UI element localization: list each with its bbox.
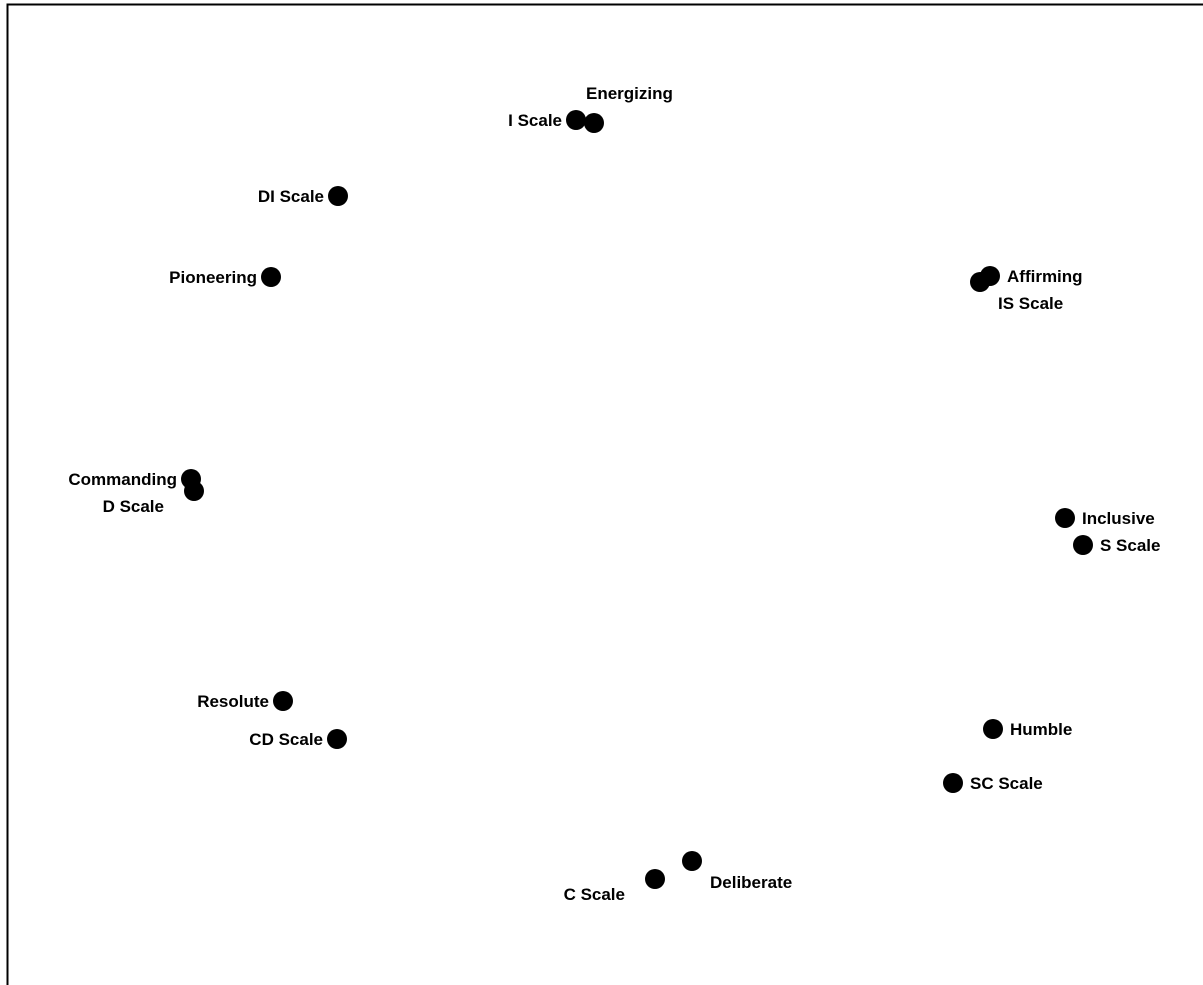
points-layer xyxy=(181,110,1093,889)
label-inclusive: Inclusive xyxy=(1082,509,1155,528)
point-inclusive xyxy=(1055,508,1075,528)
point-d-scale xyxy=(184,481,204,501)
plot-border xyxy=(6,3,1203,985)
label-i-scale: I Scale xyxy=(508,111,562,130)
label-di-scale: DI Scale xyxy=(258,187,324,206)
label-resolute: Resolute xyxy=(197,692,269,711)
point-is-scale xyxy=(970,272,990,292)
point-pioneering xyxy=(261,267,281,287)
labels-layer: I Scale Energizing DI Scale Pioneering Affir… xyxy=(68,84,1160,904)
point-deliberate xyxy=(682,851,702,871)
point-s-scale xyxy=(1073,535,1093,555)
point-energizing xyxy=(584,113,604,133)
label-deliberate: Deliberate xyxy=(710,873,792,892)
point-i-scale xyxy=(566,110,586,130)
label-energizing: Energizing xyxy=(586,84,673,103)
point-c-scale xyxy=(645,869,665,889)
label-s-scale: S Scale xyxy=(1100,536,1161,555)
label-d-scale: D Scale xyxy=(103,497,164,516)
point-resolute xyxy=(273,691,293,711)
label-cd-scale: CD Scale xyxy=(249,730,323,749)
point-humble xyxy=(983,719,1003,739)
point-di-scale xyxy=(328,186,348,206)
point-sc-scale xyxy=(943,773,963,793)
point-cd-scale xyxy=(327,729,347,749)
label-pioneering: Pioneering xyxy=(169,268,257,287)
label-is-scale: IS Scale xyxy=(998,294,1063,313)
label-affirming: Affirming xyxy=(1007,267,1083,286)
label-humble: Humble xyxy=(1010,720,1072,739)
label-commanding: Commanding xyxy=(68,470,177,489)
label-c-scale: C Scale xyxy=(564,885,625,904)
label-sc-scale: SC Scale xyxy=(970,774,1043,793)
